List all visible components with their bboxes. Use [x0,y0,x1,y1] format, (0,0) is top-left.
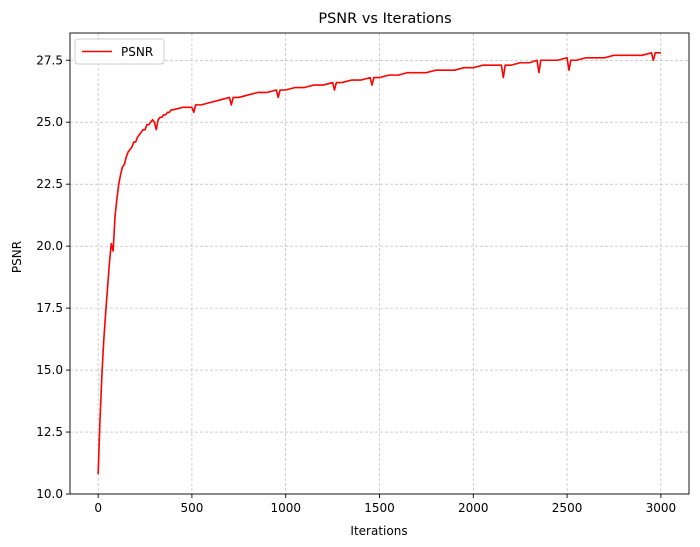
y-tick-label: 17.5 [36,301,63,315]
series-line-psnr [97,52,661,475]
x-tick-label: 500 [180,501,203,515]
legend-box [74,38,165,65]
x-tick-label: 2000 [458,501,489,515]
x-tick-label: 2500 [552,501,583,515]
x-tick-label: 0 [94,501,102,515]
x-axis: 0 500 1000 1500 2000 2500 3000 [94,494,676,515]
y-tick-label: 25.0 [36,115,63,129]
legend-label-psnr: PSNR [121,45,153,59]
y-tick-label: 10.0 [36,487,63,501]
y-tick-label: 15.0 [36,363,63,377]
y-tick-label: 12.5 [36,425,63,439]
grid-lines [70,33,689,495]
chart-title: PSNR vs Iterations [318,11,451,27]
x-axis-label: Iterations [350,524,407,538]
y-tick-label: 27.5 [36,53,63,67]
x-tick-label: 3000 [646,501,677,515]
x-tick-label: 1000 [270,501,301,515]
y-axis-label: PSNR [10,241,24,273]
y-tick-label: 20.0 [36,239,63,253]
y-axis: 10.0 12.5 15.0 17.5 20.0 22.5 25.0 27.5 [36,53,70,501]
legend: PSNR [74,38,165,65]
y-tick-label: 22.5 [36,177,63,191]
x-tick-label: 1500 [364,501,395,515]
